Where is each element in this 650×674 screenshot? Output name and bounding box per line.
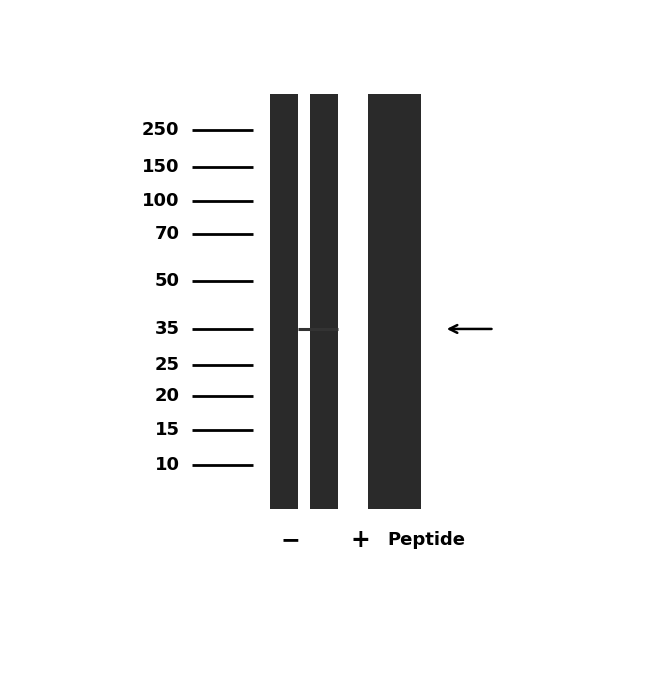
Text: +: + (351, 528, 370, 552)
Text: 15: 15 (155, 421, 179, 439)
Text: 150: 150 (142, 158, 179, 175)
Text: 20: 20 (155, 387, 179, 405)
Text: 35: 35 (155, 320, 179, 338)
Text: 70: 70 (155, 225, 179, 243)
Text: 25: 25 (155, 356, 179, 374)
Text: 100: 100 (142, 192, 179, 210)
Text: −: − (280, 528, 300, 552)
Text: 250: 250 (142, 121, 179, 140)
Bar (311, 94, 338, 509)
Bar (270, 94, 298, 509)
Bar (369, 94, 396, 509)
Text: 50: 50 (155, 272, 179, 290)
Bar (393, 94, 421, 509)
Text: Peptide: Peptide (387, 531, 465, 549)
Text: 10: 10 (155, 456, 179, 474)
